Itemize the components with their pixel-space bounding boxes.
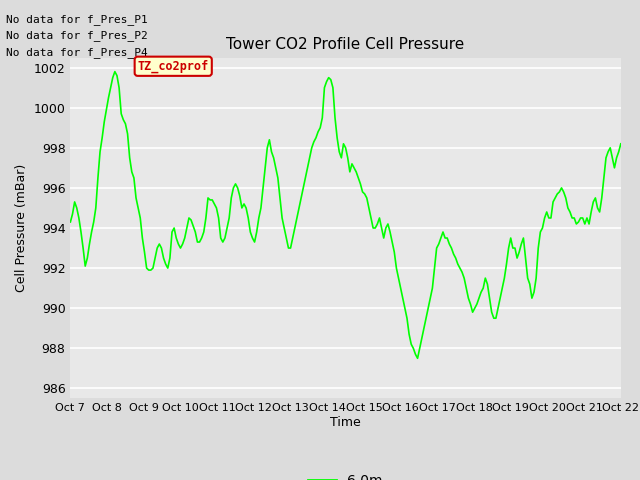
Text: No data for f_Pres_P4: No data for f_Pres_P4 (6, 47, 148, 58)
Y-axis label: Cell Pressure (mBar): Cell Pressure (mBar) (15, 164, 28, 292)
X-axis label: Time: Time (330, 416, 361, 429)
Text: No data for f_Pres_P2: No data for f_Pres_P2 (6, 30, 148, 41)
Text: TZ_co2prof: TZ_co2prof (138, 60, 209, 73)
Title: Tower CO2 Profile Cell Pressure: Tower CO2 Profile Cell Pressure (227, 37, 465, 52)
Legend: 6.0m: 6.0m (303, 468, 388, 480)
Text: No data for f_Pres_P1: No data for f_Pres_P1 (6, 13, 148, 24)
